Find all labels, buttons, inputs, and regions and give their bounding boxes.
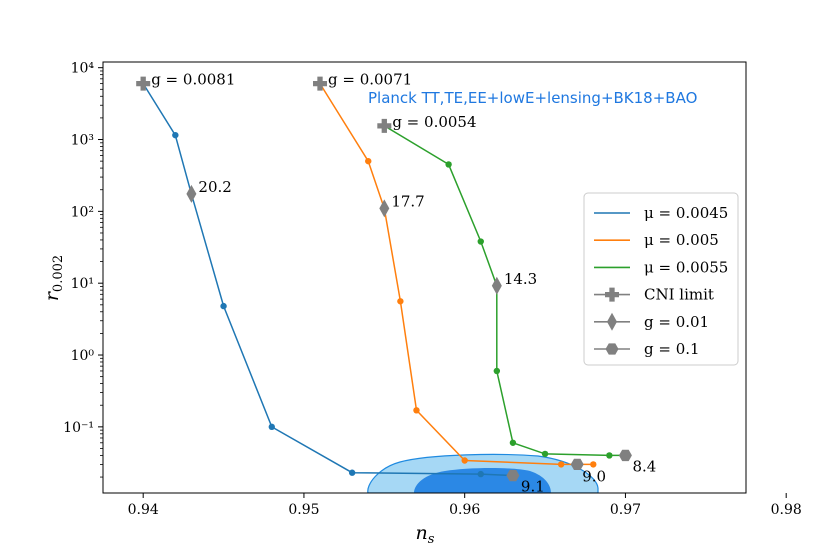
y-tick-label: 10⁻¹ <box>63 420 94 436</box>
series-point <box>461 457 468 464</box>
y-axis: 10⁻¹ 10⁰ 10¹ 10² 10³ 10⁴ <box>63 61 103 478</box>
y-tick-label: 10¹ <box>71 276 94 292</box>
g-0.1-marker <box>506 469 520 482</box>
svg-text:r0.002: r0.002 <box>41 255 66 301</box>
legend-label: μ = 0.0045 <box>644 204 728 222</box>
x-tick-label: 0.94 <box>128 502 159 518</box>
cni-limit-label: g = 0.0071 <box>328 71 412 89</box>
plot-frame <box>102 61 747 494</box>
x-tick-label: 0.97 <box>610 502 641 518</box>
y-tick-label: 10² <box>71 204 94 220</box>
legend-label: g = 0.01 <box>644 313 709 331</box>
x-axis: 0.94 0.95 0.96 0.97 0.98 <box>128 493 802 518</box>
planck-annotation: Planck TT,TE,EE+lowE+lensing+BK18+BAO <box>368 89 697 107</box>
series-point <box>220 302 227 310</box>
y-tick-label: 10⁴ <box>71 61 95 77</box>
g-0.01-marker <box>186 184 197 203</box>
g-0.01-marker <box>379 199 390 218</box>
series-point <box>348 469 356 476</box>
series-point <box>606 452 613 459</box>
series-point <box>590 461 597 468</box>
series-point <box>541 450 549 458</box>
series-point <box>365 157 372 165</box>
x-tick-label: 0.96 <box>449 502 480 518</box>
cni-limit-marker <box>377 118 392 133</box>
point-label-layer: g = 0.0081 g = 0.0071 g = 0.0054 20.2 17.7 14… <box>151 71 656 496</box>
y-tick-label: 10⁰ <box>71 348 95 364</box>
marker-layer <box>136 76 632 482</box>
legend-hex-marker <box>605 343 619 355</box>
g-0.1-marker <box>570 458 584 470</box>
y-axis-label: r0.002 <box>41 255 66 301</box>
g-0.01-label: 14.3 <box>504 270 537 288</box>
series-point <box>413 407 420 414</box>
series-line-0 <box>142 83 513 477</box>
g-0.01-label: 20.2 <box>198 178 231 196</box>
series-point <box>557 461 565 468</box>
g-0.1-label: 8.4 <box>632 457 656 475</box>
y-tick-label: 10³ <box>71 133 94 149</box>
cni-limit-label: g = 0.0054 <box>392 113 476 131</box>
series-point <box>445 161 452 168</box>
cni-limit-marker <box>136 76 151 91</box>
series-line-1 <box>319 83 594 466</box>
g-0.01-marker <box>491 276 502 295</box>
series-point <box>268 423 275 431</box>
g-0.1-label: 9.0 <box>582 467 606 485</box>
g-0.1-label: 9.1 <box>521 478 545 496</box>
g-0.01-label: 17.7 <box>391 192 424 210</box>
cni-limit-marker <box>313 76 328 91</box>
series-point <box>477 238 484 245</box>
x-axis-label: ns <box>416 522 435 547</box>
legend-diamond-marker <box>607 312 617 331</box>
x-tick-label: 0.95 <box>288 502 319 518</box>
g-0.1-marker <box>618 449 632 462</box>
series-layer <box>139 80 629 479</box>
legend-label: CNI limit <box>644 286 714 304</box>
x-tick-label: 0.98 <box>771 502 802 518</box>
legend: μ = 0.0045 μ = 0.005 μ = 0.0055 CNI limit g … <box>583 192 739 366</box>
series-point <box>493 367 501 375</box>
legend-cni-marker <box>605 287 619 302</box>
series-point <box>397 298 404 305</box>
series-point <box>477 470 484 478</box>
legend-label: μ = 0.0055 <box>644 258 728 276</box>
cni-limit-label: g = 0.0081 <box>151 71 235 89</box>
legend-label: g = 0.1 <box>644 340 700 358</box>
series-point <box>172 131 179 139</box>
legend-label: μ = 0.005 <box>644 231 719 249</box>
series-point <box>509 439 517 446</box>
